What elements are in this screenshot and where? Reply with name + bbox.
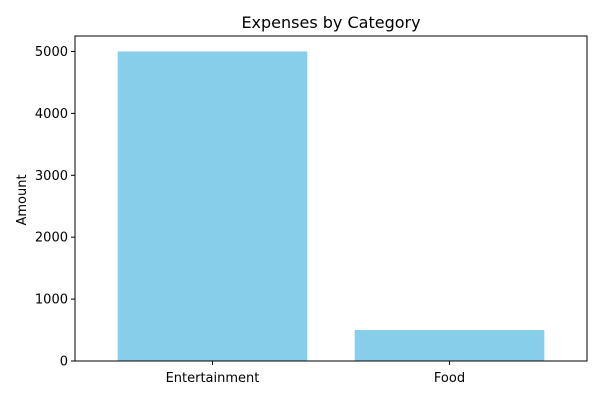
bars-group — [117, 51, 545, 361]
x-tick-label: Food — [434, 371, 465, 386]
y-tick-label: 4000 — [35, 107, 68, 122]
y-tick-label: 5000 — [35, 45, 68, 60]
bar-entertainment — [117, 51, 308, 361]
x-tick-label: Entertainment — [166, 371, 260, 386]
chart-title: Expenses by Category — [241, 13, 420, 32]
y-tick-label: 1000 — [35, 293, 68, 308]
y-ticks-group: 0 1000 2000 3000 4000 5000 — [35, 45, 75, 370]
y-tick-label: 2000 — [35, 231, 68, 246]
bar-food — [354, 330, 545, 361]
plot-frame — [74, 35, 588, 362]
y-axis-label: Amount — [15, 174, 30, 225]
y-tick-label: 0 — [60, 355, 68, 370]
y-tick-label: 3000 — [35, 169, 68, 184]
x-ticks-group: Entertainment Food — [166, 361, 465, 386]
